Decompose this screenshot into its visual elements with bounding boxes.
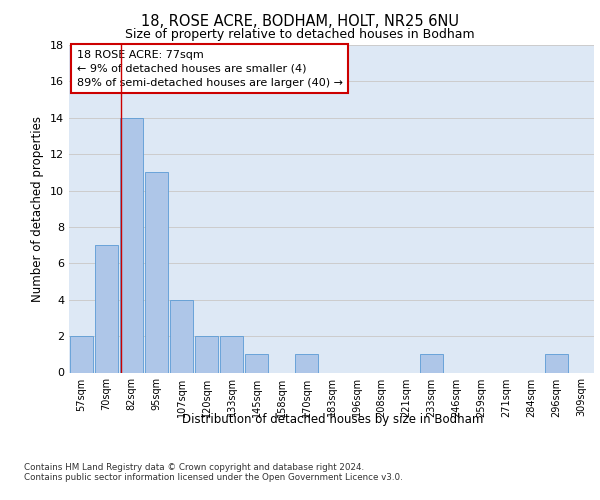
Bar (220, 336, 243, 372)
Bar (145, 172, 168, 372)
Y-axis label: Number of detached properties: Number of detached properties (31, 116, 44, 302)
Text: 18 ROSE ACRE: 77sqm
← 9% of detached houses are smaller (4)
89% of semi-detached: 18 ROSE ACRE: 77sqm ← 9% of detached hou… (77, 50, 343, 88)
Bar (95, 245, 118, 372)
Bar (245, 354, 268, 372)
Bar (170, 300, 193, 372)
Text: Distribution of detached houses by size in Bodham: Distribution of detached houses by size … (182, 412, 484, 426)
Text: 18, ROSE ACRE, BODHAM, HOLT, NR25 6NU: 18, ROSE ACRE, BODHAM, HOLT, NR25 6NU (141, 14, 459, 29)
Text: Contains HM Land Registry data © Crown copyright and database right 2024.
Contai: Contains HM Land Registry data © Crown c… (24, 462, 403, 482)
Text: Size of property relative to detached houses in Bodham: Size of property relative to detached ho… (125, 28, 475, 41)
Bar (120, 118, 143, 372)
Bar (545, 354, 568, 372)
Bar (195, 336, 218, 372)
Bar (295, 354, 318, 372)
Bar (70, 336, 93, 372)
Bar (420, 354, 443, 372)
